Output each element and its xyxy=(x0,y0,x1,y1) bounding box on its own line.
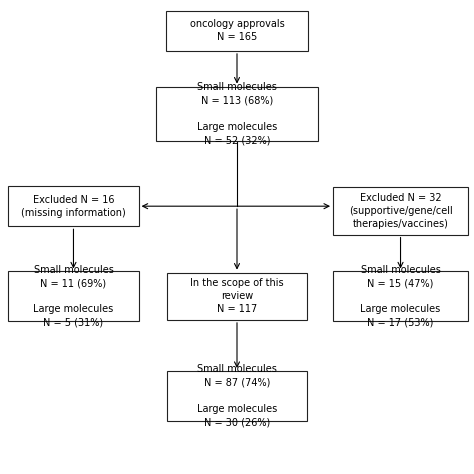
Text: Small molecules
N = 113 (68%)

Large molecules
N = 52 (32%): Small molecules N = 113 (68%) Large mole… xyxy=(197,82,277,145)
Bar xyxy=(333,271,468,321)
Text: oncology approvals
N = 165: oncology approvals N = 165 xyxy=(190,19,284,42)
Bar xyxy=(8,186,138,227)
Bar xyxy=(167,371,307,421)
Bar xyxy=(333,187,468,235)
Text: Small molecules
N = 11 (69%)

Large molecules
N = 5 (31%): Small molecules N = 11 (69%) Large molec… xyxy=(33,265,114,328)
Bar xyxy=(167,273,307,320)
Text: Small molecules
N = 15 (47%)

Large molecules
N = 17 (53%): Small molecules N = 15 (47%) Large molec… xyxy=(360,265,441,328)
Text: Small molecules
N = 87 (74%)

Large molecules
N = 30 (26%): Small molecules N = 87 (74%) Large molec… xyxy=(197,365,277,427)
Bar xyxy=(166,11,308,51)
Bar xyxy=(8,271,138,321)
Text: In the scope of this
review
N = 117: In the scope of this review N = 117 xyxy=(190,278,284,314)
Bar xyxy=(156,87,318,141)
Text: Excluded N = 16
(missing information): Excluded N = 16 (missing information) xyxy=(21,195,126,218)
Text: Excluded N = 32
(supportive/gene/cell
therapies/vaccines): Excluded N = 32 (supportive/gene/cell th… xyxy=(349,193,452,229)
